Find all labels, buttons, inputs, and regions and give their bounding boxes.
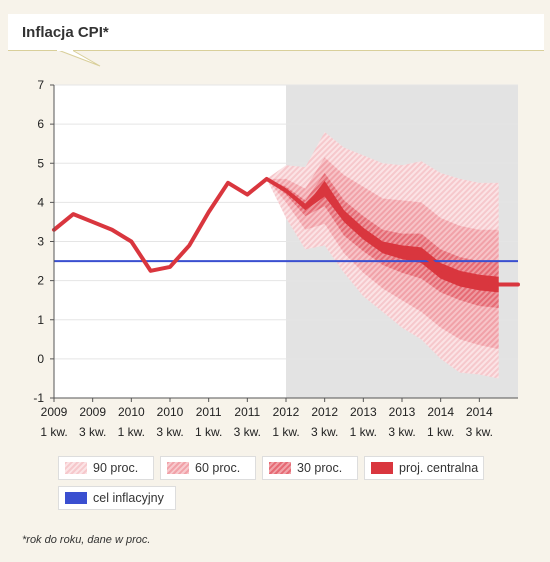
x-tick-label-year: 2010 bbox=[157, 405, 184, 419]
legend-swatch-band90 bbox=[65, 462, 87, 474]
series-line-central bbox=[52, 176, 520, 287]
footnote: *rok do roku, dane w proc. bbox=[22, 534, 151, 546]
y-tick-label: 5 bbox=[37, 156, 44, 170]
x-tick-label-year: 2009 bbox=[41, 405, 68, 419]
y-tick-label: 2 bbox=[37, 274, 44, 288]
y-tick-label: 3 bbox=[37, 235, 44, 249]
x-tick-label-year: 2013 bbox=[350, 405, 377, 419]
x-tick-label-quarter: 3 kw. bbox=[388, 425, 415, 439]
legend-swatch-band30 bbox=[269, 462, 291, 474]
x-tick-label-year: 2011 bbox=[234, 405, 260, 419]
x-tick-label-year: 2013 bbox=[389, 405, 416, 419]
legend-item-band30: 30 proc. bbox=[262, 456, 358, 480]
x-tick-label-quarter: 1 kw. bbox=[350, 425, 377, 439]
y-tick-label: 7 bbox=[37, 78, 44, 92]
y-tick-label: 4 bbox=[37, 195, 44, 209]
x-tick-label-quarter: 3 kw. bbox=[466, 425, 493, 439]
legend-label-target: cel inflacyjny bbox=[93, 491, 164, 505]
legend-label-band60: 60 proc. bbox=[195, 461, 241, 475]
x-tick-label-quarter: 1 kw. bbox=[40, 425, 67, 439]
y-tick-label: 6 bbox=[37, 117, 44, 131]
legend-label-band90: 90 proc. bbox=[93, 461, 139, 475]
x-tick-label-quarter: 3 kw. bbox=[156, 425, 183, 439]
legend-swatch-central bbox=[371, 462, 393, 474]
x-tick-label-quarter: 1 kw. bbox=[118, 425, 145, 439]
legend-swatch-target bbox=[65, 492, 87, 504]
x-tick-label-quarter: 1 kw. bbox=[272, 425, 299, 439]
legend-item-target: cel inflacyjny bbox=[58, 486, 176, 510]
title-bar: Inflacja CPI* bbox=[8, 14, 544, 51]
x-tick-label-year: 2012 bbox=[311, 405, 338, 419]
fan-band-central bbox=[266, 178, 499, 293]
legend-item-central: proj. centralna bbox=[364, 456, 484, 480]
x-tick-label-year: 2014 bbox=[427, 405, 454, 419]
x-tick-label-quarter: 3 kw. bbox=[234, 425, 261, 439]
legend-label-central: proj. centralna bbox=[399, 461, 479, 475]
title-pointer bbox=[57, 48, 101, 67]
x-tick-label-quarter: 3 kw. bbox=[311, 425, 338, 439]
cpi-chart: -1 0 1 2 3 4 5 6 7 2009 1 kw. 2009 3 kw. 2010 1 kw. 201… bbox=[33, 78, 520, 439]
x-tick-label-quarter: 3 kw. bbox=[79, 425, 106, 439]
x-tick-label-year: 2012 bbox=[273, 405, 300, 419]
x-tick-label-quarter: 1 kw. bbox=[195, 425, 222, 439]
x-tick-label-quarter: 1 kw. bbox=[427, 425, 454, 439]
x-tick-label-year: 2014 bbox=[466, 405, 493, 419]
y-tick-label: 1 bbox=[37, 313, 44, 327]
y-tick-label: 0 bbox=[37, 352, 44, 366]
legend-label-band30: 30 proc. bbox=[297, 461, 343, 475]
y-tick-label: -1 bbox=[33, 391, 44, 405]
page-title: Inflacja CPI* bbox=[22, 24, 109, 41]
x-tick-label-year: 2009 bbox=[79, 405, 106, 419]
x-tick-label-year: 2010 bbox=[118, 405, 145, 419]
x-tick-label-year: 2011 bbox=[196, 405, 222, 419]
legend-item-band60: 60 proc. bbox=[160, 456, 256, 480]
legend-swatch-band60 bbox=[167, 462, 189, 474]
legend-item-band90: 90 proc. bbox=[58, 456, 154, 480]
